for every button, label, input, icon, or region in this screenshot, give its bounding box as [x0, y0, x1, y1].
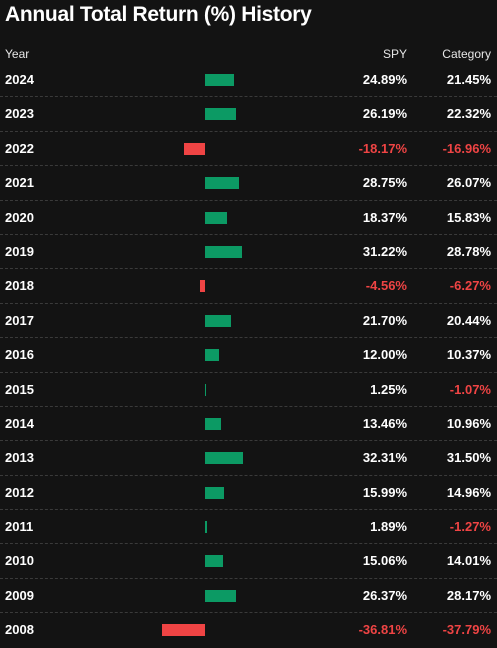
table-row: 2021 28.75% 26.07% — [0, 166, 497, 201]
table-row: 2018 -4.56% -6.27% — [0, 269, 497, 304]
row-year: 2021 — [5, 175, 34, 191]
return-bar — [161, 624, 205, 637]
category-return: 10.37% — [446, 347, 491, 363]
spy-return: 15.06% — [362, 553, 407, 569]
row-year: 2016 — [5, 347, 34, 363]
return-bar — [205, 108, 236, 121]
return-bar — [205, 521, 208, 534]
table-row: 2020 18.37% 15.83% — [0, 201, 497, 235]
category-return: -16.96% — [442, 140, 491, 156]
spy-return: 26.37% — [362, 587, 407, 603]
row-year: 2018 — [5, 278, 34, 294]
table-row: 2011 1.89% -1.27% — [0, 510, 497, 545]
category-return: 22.32% — [446, 106, 491, 122]
category-return: 31.50% — [446, 450, 491, 466]
category-return: -1.27% — [449, 519, 491, 535]
table-row: 2009 26.37% 28.17% — [0, 579, 497, 614]
table-row: 2013 32.31% 31.50% — [0, 441, 497, 476]
return-bar — [205, 417, 221, 430]
spy-return: 13.46% — [362, 415, 407, 431]
returns-table-body: 2024 24.89% 21.45% 2023 26.19% 22.32% 2022 -18.… — [0, 63, 497, 648]
table-row: 2024 24.89% 21.45% — [0, 63, 497, 98]
category-return: 14.96% — [446, 484, 491, 500]
return-bar — [205, 589, 237, 602]
spy-return: 26.19% — [362, 106, 407, 122]
table-row: 2010 15.06% 14.01% — [0, 544, 497, 579]
row-year: 2011 — [5, 519, 34, 535]
category-return: 20.44% — [446, 312, 491, 328]
return-bar — [205, 245, 242, 258]
category-return: -1.07% — [449, 381, 491, 397]
spy-return: 1.89% — [370, 519, 407, 535]
spy-return: -4.56% — [365, 278, 407, 294]
table-row: 2012 15.99% 14.96% — [0, 476, 497, 511]
table-row: 2014 13.46% 10.96% — [0, 407, 497, 442]
category-return: 28.17% — [446, 587, 491, 603]
category-return: 26.07% — [446, 175, 491, 191]
row-year: 2014 — [5, 415, 34, 431]
row-year: 2024 — [5, 72, 34, 87]
spy-return: 18.37% — [362, 209, 407, 225]
column-header-year[interactable]: Year — [5, 47, 30, 61]
row-year: 2013 — [5, 450, 34, 466]
row-year: 2017 — [5, 312, 34, 328]
table-row: 2019 31.22% 28.78% — [0, 235, 497, 270]
spy-return: 31.22% — [362, 243, 407, 259]
return-bar — [205, 555, 223, 568]
table-row: 2022 -18.17% -16.96% — [0, 132, 497, 167]
spy-return: -18.17% — [358, 140, 407, 156]
spy-return: 21.70% — [362, 312, 407, 328]
column-header-category[interactable]: Category — [442, 47, 491, 61]
spy-return: 15.99% — [362, 484, 407, 500]
row-year: 2023 — [5, 106, 34, 122]
return-bar — [205, 486, 224, 499]
spy-return: 24.89% — [362, 72, 407, 87]
return-bar — [199, 280, 205, 293]
row-year: 2012 — [5, 484, 34, 500]
return-bar — [205, 177, 239, 190]
row-year: 2019 — [5, 243, 34, 259]
row-year: 2010 — [5, 553, 34, 569]
table-header: Year SPY Category — [0, 44, 497, 64]
spy-return: 1.25% — [370, 381, 407, 397]
table-row: 2017 21.70% 20.44% — [0, 304, 497, 339]
row-year: 2020 — [5, 209, 34, 225]
category-return: 14.01% — [446, 553, 491, 569]
return-bar — [205, 383, 207, 396]
category-return: -6.27% — [449, 278, 491, 294]
return-bar — [205, 452, 244, 465]
table-row: 2023 26.19% 22.32% — [0, 97, 497, 132]
return-bar — [205, 349, 220, 362]
row-year: 2015 — [5, 381, 34, 397]
category-return: 15.83% — [446, 209, 491, 225]
spy-return: 12.00% — [362, 347, 407, 363]
column-header-spy[interactable]: SPY — [382, 47, 407, 61]
spy-return: 28.75% — [362, 175, 407, 191]
category-return: -37.79% — [442, 622, 491, 638]
page-title: Annual Total Return (%) History — [5, 3, 312, 26]
row-year: 2022 — [5, 140, 34, 156]
spy-return: -36.81% — [358, 622, 407, 638]
table-row: 2015 1.25% -1.07% — [0, 373, 497, 407]
return-bar — [205, 211, 227, 224]
table-row: 2008 -36.81% -37.79% — [0, 613, 497, 647]
category-return: 10.96% — [446, 415, 491, 431]
category-return: 28.78% — [446, 243, 491, 259]
table-row: 2016 12.00% 10.37% — [0, 338, 497, 373]
spy-return: 32.31% — [362, 450, 407, 466]
row-year: 2009 — [5, 587, 34, 603]
return-bar — [205, 314, 231, 327]
category-return: 21.45% — [446, 72, 491, 87]
row-year: 2008 — [5, 622, 34, 638]
return-bar — [183, 142, 205, 155]
return-bar — [205, 74, 235, 86]
